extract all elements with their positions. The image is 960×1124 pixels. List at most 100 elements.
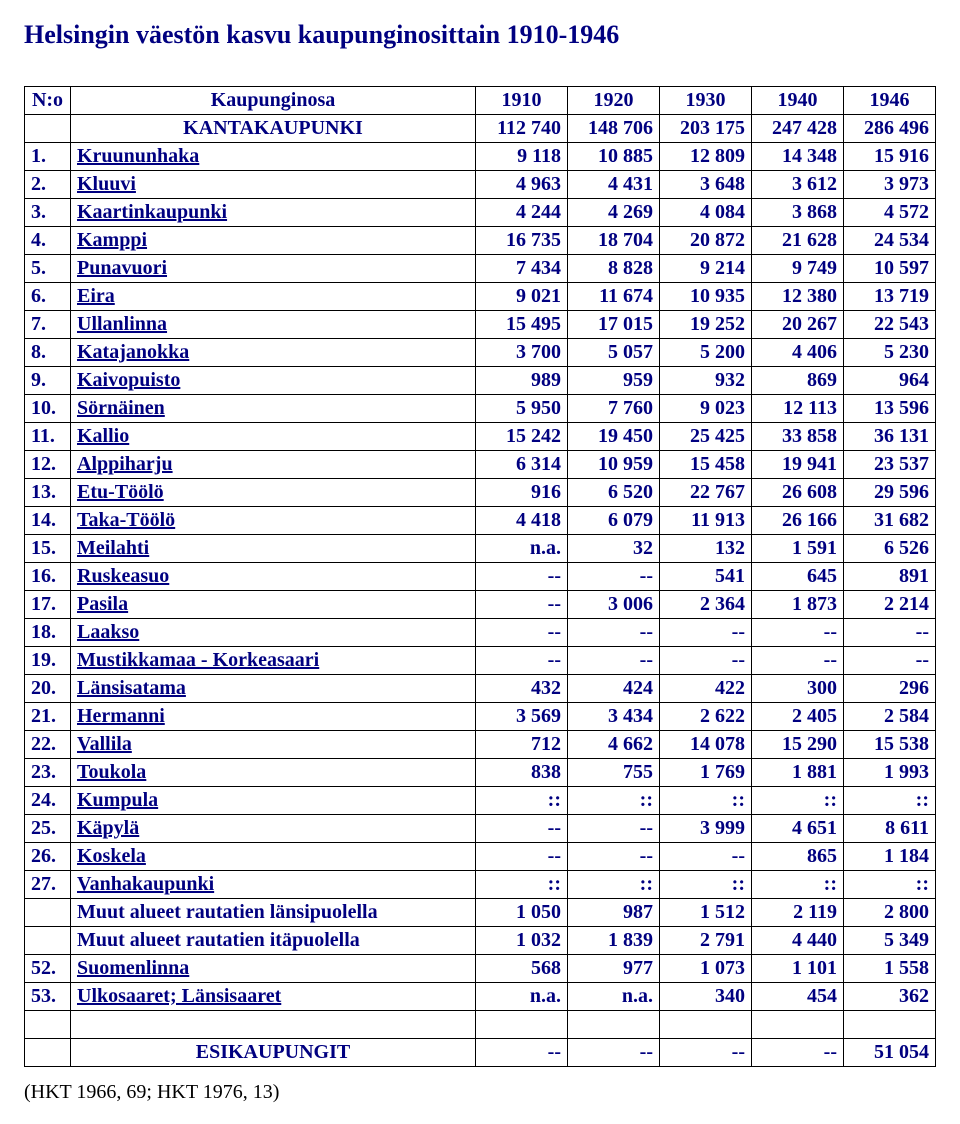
row-name: Vanhakaupunki: [71, 871, 476, 899]
row-number: 13.: [25, 479, 71, 507]
district-link[interactable]: Eira: [77, 285, 115, 307]
value-cell: 19 941: [752, 451, 844, 479]
value-cell: 148 706: [568, 115, 660, 143]
value-cell: 2 791: [660, 927, 752, 955]
row-number: [25, 115, 71, 143]
district-label: ESIKAUPUNGIT: [196, 1041, 350, 1063]
value-cell: 9 118: [476, 143, 568, 171]
value-cell: 2 119: [752, 899, 844, 927]
value-cell: 1 184: [844, 843, 936, 871]
value-cell: n.a.: [476, 535, 568, 563]
table-row: 4.Kamppi16 73518 70420 87221 62824 534: [25, 227, 936, 255]
table-row: 53.Ulkosaaret; Länsisaaretn.a.n.a.340454…: [25, 983, 936, 1011]
district-link[interactable]: Mustikkamaa - Korkeasaari: [77, 649, 319, 671]
district-link[interactable]: Etu-Töölö: [77, 481, 164, 503]
value-cell: 1 881: [752, 759, 844, 787]
row-number: 26.: [25, 843, 71, 871]
table-row: Muut alueet rautatien länsipuolella1 050…: [25, 899, 936, 927]
row-number: 9.: [25, 367, 71, 395]
value-cell: 19 252: [660, 311, 752, 339]
table-header-row: N:o Kaupunginosa 1910 1920 1930 1940 194…: [25, 87, 936, 115]
value-cell: --: [568, 815, 660, 843]
row-name: Katajanokka: [71, 339, 476, 367]
row-name: Ulkosaaret; Länsisaaret: [71, 983, 476, 1011]
value-cell: 6 520: [568, 479, 660, 507]
district-link[interactable]: Meilahti: [77, 537, 149, 559]
value-cell: 31 682: [844, 507, 936, 535]
row-name: Alppiharju: [71, 451, 476, 479]
table-row: 26.Koskela------8651 184: [25, 843, 936, 871]
value-cell: 5 057: [568, 339, 660, 367]
row-number: 19.: [25, 647, 71, 675]
spacer-cell: [71, 1011, 476, 1039]
col-1940: 1940: [752, 87, 844, 115]
district-label: KANTAKAUPUNKI: [183, 117, 363, 139]
value-cell: 1 873: [752, 591, 844, 619]
row-number: 17.: [25, 591, 71, 619]
row-name: Kruununhaka: [71, 143, 476, 171]
row-number: 52.: [25, 955, 71, 983]
value-cell: --: [752, 1039, 844, 1067]
value-cell: 300: [752, 675, 844, 703]
value-cell: 5 200: [660, 339, 752, 367]
value-cell: 568: [476, 955, 568, 983]
district-link[interactable]: Kruununhaka: [77, 145, 199, 167]
district-link[interactable]: Taka-Töölö: [77, 509, 175, 531]
value-cell: 10 885: [568, 143, 660, 171]
district-link[interactable]: Kumpula: [77, 789, 158, 811]
table-row: 11.Kallio15 24219 45025 42533 85836 131: [25, 423, 936, 451]
value-cell: 1 769: [660, 759, 752, 787]
value-cell: ::: [752, 787, 844, 815]
value-cell: 1 050: [476, 899, 568, 927]
value-cell: ::: [568, 871, 660, 899]
district-link[interactable]: Hermanni: [77, 705, 165, 727]
value-cell: 32: [568, 535, 660, 563]
district-link[interactable]: Käpylä: [77, 817, 139, 839]
district-link[interactable]: Punavuori: [77, 257, 167, 279]
row-name: Ullanlinna: [71, 311, 476, 339]
value-cell: 1 558: [844, 955, 936, 983]
district-link[interactable]: Kluuvi: [77, 173, 136, 195]
district-link[interactable]: Alppiharju: [77, 453, 173, 475]
district-link[interactable]: Katajanokka: [77, 341, 189, 363]
row-name: Kaivopuisto: [71, 367, 476, 395]
district-link[interactable]: Pasila: [77, 593, 128, 615]
value-cell: 10 959: [568, 451, 660, 479]
value-cell: --: [568, 1039, 660, 1067]
value-cell: 891: [844, 563, 936, 591]
district-link[interactable]: Suomenlinna: [77, 957, 189, 979]
row-number: 10.: [25, 395, 71, 423]
value-cell: 3 973: [844, 171, 936, 199]
value-cell: 33 858: [752, 423, 844, 451]
value-cell: 20 267: [752, 311, 844, 339]
value-cell: 755: [568, 759, 660, 787]
district-link[interactable]: Toukola: [77, 761, 146, 783]
district-link[interactable]: Sörnäinen: [77, 397, 165, 419]
district-link[interactable]: Ruskeasuo: [77, 565, 169, 587]
value-cell: 712: [476, 731, 568, 759]
value-cell: --: [476, 563, 568, 591]
district-link[interactable]: Ullanlinna: [77, 313, 167, 335]
district-link[interactable]: Ulkosaaret; Länsisaaret: [77, 985, 281, 1007]
district-link[interactable]: Laakso: [77, 621, 139, 643]
col-1910: 1910: [476, 87, 568, 115]
district-link[interactable]: Vanhakaupunki: [77, 873, 214, 895]
district-link[interactable]: Kaartinkaupunki: [77, 201, 227, 223]
table-row: 2.Kluuvi4 9634 4313 6483 6123 973: [25, 171, 936, 199]
row-number: 4.: [25, 227, 71, 255]
district-link[interactable]: Kallio: [77, 425, 129, 447]
value-cell: --: [660, 619, 752, 647]
value-cell: 203 175: [660, 115, 752, 143]
table-row: 15.Meilahtin.a.321321 5916 526: [25, 535, 936, 563]
district-link[interactable]: Koskela: [77, 845, 146, 867]
district-link[interactable]: Kaivopuisto: [77, 369, 180, 391]
district-link[interactable]: Kamppi: [77, 229, 147, 251]
value-cell: 5 230: [844, 339, 936, 367]
value-cell: 989: [476, 367, 568, 395]
value-cell: 869: [752, 367, 844, 395]
row-number: 23.: [25, 759, 71, 787]
row-name: Eira: [71, 283, 476, 311]
district-link[interactable]: Vallila: [77, 733, 132, 755]
district-link[interactable]: Länsisatama: [77, 677, 186, 699]
value-cell: 15 495: [476, 311, 568, 339]
